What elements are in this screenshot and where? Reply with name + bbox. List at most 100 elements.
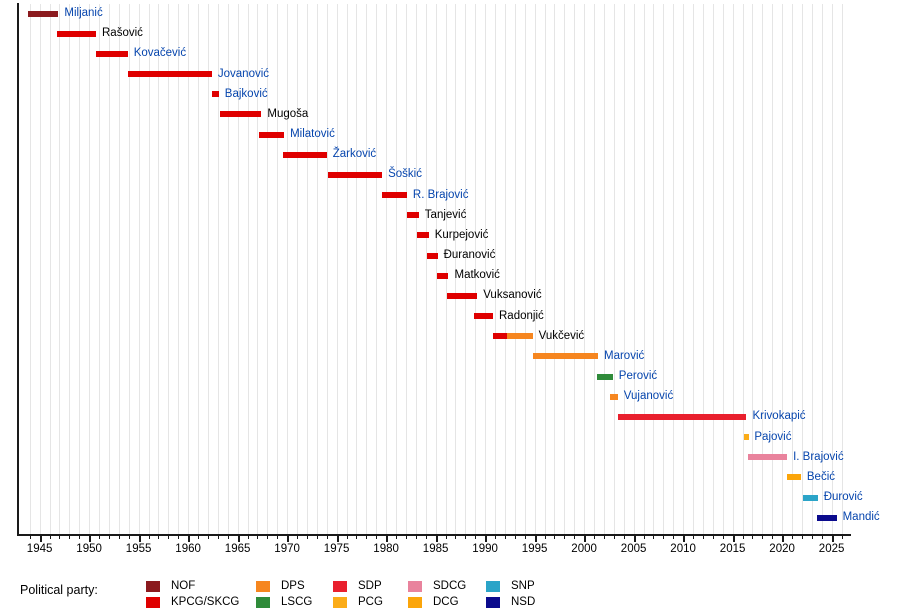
axis-tick-label: 1995 xyxy=(521,543,548,555)
legend-label: NSD xyxy=(511,595,536,608)
term-bar xyxy=(96,50,128,57)
axis-minor-tick xyxy=(297,536,298,539)
year-gridline xyxy=(554,4,556,534)
year-gridline xyxy=(762,4,764,534)
axis-major-tick xyxy=(188,536,191,542)
year-gridline xyxy=(821,4,823,534)
legend-label: DPS xyxy=(281,580,305,592)
axis-minor-tick xyxy=(455,536,457,539)
person-label: Đuranović xyxy=(443,249,496,261)
axis-minor-tick xyxy=(168,536,170,539)
year-gridline xyxy=(89,4,91,534)
person-label[interactable]: Pajović xyxy=(754,430,792,443)
axis-minor-tick xyxy=(742,536,744,539)
year-gridline xyxy=(831,4,833,534)
axis-minor-tick xyxy=(554,536,556,539)
person-label[interactable]: Kovačević xyxy=(133,47,187,60)
person-label[interactable]: Žarković xyxy=(332,148,377,161)
y-axis-line xyxy=(17,3,19,535)
year-gridline xyxy=(207,4,209,534)
axis-minor-tick xyxy=(356,536,358,539)
person-label[interactable]: Milatović xyxy=(290,128,335,140)
year-gridline xyxy=(336,4,338,534)
person-label: Matković xyxy=(454,269,500,282)
person-label[interactable]: Miljanić xyxy=(64,7,103,19)
person-label[interactable]: Krivokapić xyxy=(752,410,806,423)
person-label[interactable]: I. Brajović xyxy=(793,450,844,463)
axis-tick-label: 1955 xyxy=(125,543,152,555)
axis-minor-tick xyxy=(49,536,51,539)
axis-tick-label: 2005 xyxy=(620,543,647,555)
person-label[interactable]: Perović xyxy=(618,370,658,383)
axis-major-tick xyxy=(485,536,488,542)
axis-major-tick xyxy=(435,536,438,542)
axis-major-tick xyxy=(633,536,636,542)
axis-major-tick xyxy=(782,536,785,542)
person-label: Vukčević xyxy=(538,329,585,342)
term-bar xyxy=(743,434,749,441)
person-label[interactable]: Marović xyxy=(604,349,645,362)
axis-minor-tick xyxy=(257,536,259,539)
axis-minor-tick xyxy=(544,536,546,539)
person-label[interactable]: Bečić xyxy=(806,470,836,483)
axis-minor-tick xyxy=(475,536,477,539)
axis-minor-tick xyxy=(158,536,160,539)
person-label[interactable]: Đurović xyxy=(823,491,863,504)
year-gridline xyxy=(168,4,170,534)
year-gridline xyxy=(801,4,803,534)
term-bar xyxy=(436,272,449,279)
year-gridline xyxy=(475,4,477,534)
axis-minor-tick xyxy=(712,536,714,539)
term-bar xyxy=(382,192,407,198)
year-gridline xyxy=(138,4,140,534)
year-gridline xyxy=(633,4,635,534)
axis-tick-label: 1950 xyxy=(76,543,102,555)
person-label[interactable]: Vujanović xyxy=(623,390,674,403)
axis-major-tick xyxy=(732,536,735,542)
axis-minor-tick xyxy=(623,536,625,539)
person-label[interactable]: Jovanović xyxy=(217,67,270,80)
axis-minor-tick xyxy=(594,536,595,539)
year-gridline xyxy=(99,4,100,534)
axis-minor-tick xyxy=(29,536,31,539)
person-label[interactable]: Bajković xyxy=(224,87,268,100)
axis-minor-tick xyxy=(613,536,615,539)
axis-minor-tick xyxy=(217,536,219,539)
year-gridline xyxy=(217,4,219,534)
person-label[interactable]: Mandić xyxy=(842,511,880,524)
axis-tick-label: 1960 xyxy=(175,543,201,555)
year-gridline xyxy=(594,4,595,534)
year-gridline xyxy=(782,4,784,534)
year-gridline xyxy=(59,4,61,534)
axis-minor-tick xyxy=(207,536,209,539)
year-gridline xyxy=(722,4,724,534)
year-gridline xyxy=(277,4,279,534)
legend-label: SNP xyxy=(511,580,535,592)
person-label[interactable]: Šoškić xyxy=(388,168,422,181)
axis-minor-tick xyxy=(108,536,110,539)
legend-swatch-kpcg-skcg xyxy=(146,596,160,608)
year-gridline xyxy=(613,4,615,534)
legend-label: KPCG/SKCG xyxy=(171,595,240,608)
term-bar xyxy=(506,333,533,340)
year-gridline xyxy=(366,4,368,534)
axis-minor-tick xyxy=(326,536,328,539)
axis-minor-tick xyxy=(504,536,506,539)
axis-minor-tick xyxy=(267,536,269,539)
axis-minor-tick xyxy=(376,536,378,539)
axis-minor-tick xyxy=(198,536,199,539)
axis-minor-tick xyxy=(415,536,417,539)
year-gridline xyxy=(495,4,496,534)
legend-swatch-dps xyxy=(256,581,270,592)
term-bar xyxy=(416,232,429,239)
term-bar xyxy=(446,292,478,299)
person-label[interactable]: R. Brajović xyxy=(412,188,469,201)
axis-minor-tick xyxy=(643,536,645,539)
year-gridline xyxy=(257,4,259,534)
axis-major-tick xyxy=(584,536,587,542)
axis-major-tick xyxy=(89,536,92,542)
legend-label: SDCG xyxy=(433,580,467,592)
axis-tick-label: 1945 xyxy=(26,543,53,555)
year-gridline xyxy=(603,4,605,534)
